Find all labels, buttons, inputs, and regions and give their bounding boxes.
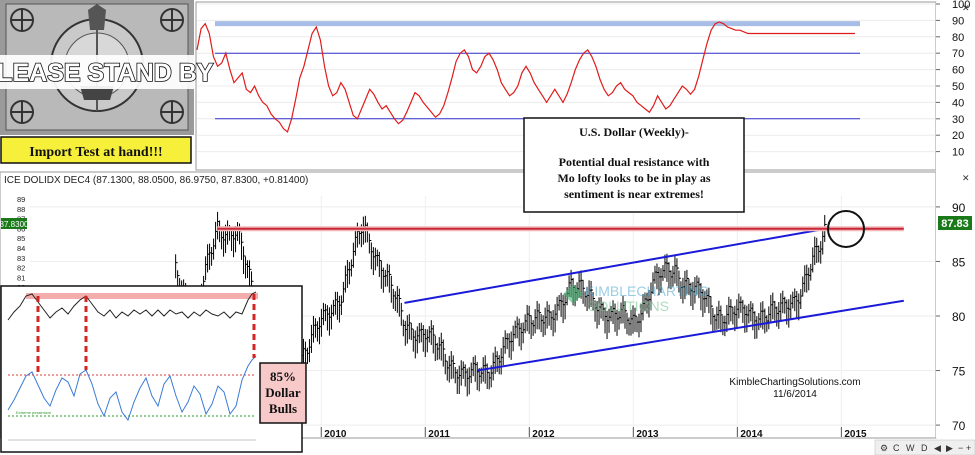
price-x-tick-label: 2012 <box>532 429 555 440</box>
trendline-lower-channel <box>477 299 904 372</box>
close-panel-icon[interactable]: ✕ <box>962 3 970 13</box>
annotation-title: U.S. Dollar (Weekly)- <box>579 125 689 139</box>
sentiment-y-tick-label: 70 <box>952 48 964 60</box>
inset-chart: Extreme pessimism <box>0 285 303 453</box>
credit-name: KimbleChartingSolutions.com <box>729 377 860 388</box>
dollar-bulls-box <box>259 362 307 424</box>
sentiment-y-tick-label: 30 <box>952 114 964 126</box>
toolbar: ⚙ C W D ◀ ▶ − + <box>874 439 975 455</box>
price-left-tick-label: 84 <box>17 244 25 253</box>
trendline-upper-channel <box>404 227 826 304</box>
sentiment-y-tick-label: 50 <box>952 81 964 93</box>
please-stand-by-text: PLEASE STAND BY <box>0 59 214 87</box>
zoom-in-icon[interactable]: + <box>966 443 971 453</box>
sentiment-y-tick-label: 40 <box>952 97 964 109</box>
import-test-box <box>0 136 192 164</box>
left-price-label: 87.8300 <box>0 220 29 229</box>
price-x-tick-label: 2010 <box>324 429 347 440</box>
last-price-label: 87.83 <box>941 218 969 230</box>
annotation-line-1: Potential dual resistance with <box>559 155 710 169</box>
svg-text:Extreme pessimism: Extreme pessimism <box>16 410 52 415</box>
price-left-tick-label: 85 <box>17 234 25 243</box>
sentiment-y-tick-label: 90 <box>952 15 964 27</box>
annotation-line-3: sentiment is near extremes! <box>564 187 704 201</box>
price-left-tick-label: 89 <box>17 195 25 204</box>
price-x-tick-label: 2013 <box>636 429 659 440</box>
highlight-circle <box>827 210 865 248</box>
sentiment-grid <box>197 3 935 153</box>
dollar-bulls-line-3: Bulls <box>269 401 297 416</box>
scroll-right-icon[interactable]: ▶ <box>946 443 953 453</box>
last-price-box <box>938 216 972 230</box>
watermark: KIMBLECHARTING SOLUTIONS <box>563 283 709 314</box>
dollar-bulls-line-1: 85% <box>270 369 296 384</box>
annotation-line-2: Mo lofty looks to be in play as <box>557 171 710 185</box>
dollar-bulls-line-2: Dollar <box>265 385 301 400</box>
price-y-tick-label: 75 <box>952 365 966 379</box>
close-price-panel-icon[interactable]: ✕ <box>962 173 970 183</box>
price-left-tick-label: 82 <box>17 264 25 273</box>
svg-text:SOLUTIONS: SOLUTIONS <box>588 298 669 314</box>
sentiment-y-tick-label: 80 <box>952 32 964 44</box>
toolbar-c-button[interactable]: C <box>893 443 900 453</box>
price-x-tick-label: 2014 <box>740 429 763 440</box>
sentiment-y-tick-label: 100 <box>952 0 970 11</box>
sentiment-series <box>196 21 855 133</box>
left-price-box <box>1 218 27 229</box>
price-y-tick-label: 90 <box>952 201 966 215</box>
import-test-text: Import Test at hand!!! <box>29 145 162 160</box>
scroll-left-icon[interactable]: ◀ <box>934 443 941 453</box>
price-left-tick-label: 83 <box>17 254 25 263</box>
toolbar-w-button[interactable]: W <box>906 443 915 453</box>
price-x-axis: 2010 2011 2012 2013 2014 2015 <box>320 427 867 440</box>
price-left-tick-label: 81 <box>17 273 25 282</box>
price-x-tick-label: 2011 <box>428 429 450 440</box>
watermark-text: KIMBLECHARTING <box>585 283 709 299</box>
sentiment-y-tick-label: 10 <box>952 147 964 159</box>
trendlines <box>217 226 904 372</box>
toolbar-d-button[interactable]: D <box>921 443 928 453</box>
price-y-tick-label: 70 <box>952 419 966 433</box>
annotation-box <box>523 117 745 213</box>
price-y-tick-label: 85 <box>952 255 966 269</box>
price-y-tick-label: 80 <box>952 310 966 324</box>
sentiment-y-axis: 100 90 80 70 60 50 40 30 20 10 <box>936 0 970 159</box>
sentiment-line <box>196 21 855 133</box>
sentiment-y-tick-label: 60 <box>952 65 964 77</box>
price-chart-title: ICE DOLIDX DEC4 (87.1300, 88.0500, 86.97… <box>4 175 308 186</box>
zoom-out-icon[interactable]: − <box>958 443 963 453</box>
sentiment-y-tick-label: 20 <box>952 130 964 142</box>
please-stand-by-band <box>0 55 194 89</box>
price-left-tick-label: 88 <box>17 205 25 214</box>
toolbar-gear-icon[interactable]: ⚙ <box>880 443 888 453</box>
price-x-tick-label: 2015 <box>844 429 867 440</box>
credit-date: 11/6/2014 <box>773 389 817 400</box>
